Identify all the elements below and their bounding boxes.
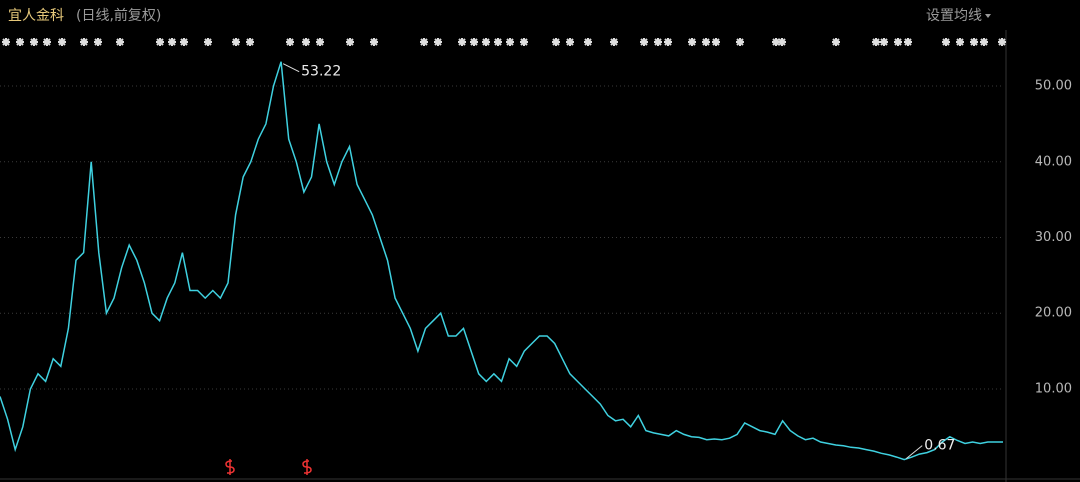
- news-icon[interactable]: [16, 38, 24, 46]
- news-icon[interactable]: [246, 38, 254, 46]
- news-icon[interactable]: [506, 38, 514, 46]
- y-tick-label: 50.00: [1035, 79, 1072, 94]
- ma-settings[interactable]: 设置均线: [926, 8, 982, 24]
- news-icon[interactable]: [482, 38, 490, 46]
- news-icon[interactable]: [94, 38, 102, 46]
- news-icon[interactable]: [980, 38, 988, 46]
- news-icon[interactable]: [778, 38, 786, 46]
- news-icon[interactable]: [316, 38, 324, 46]
- news-icon[interactable]: [346, 38, 354, 46]
- news-icon[interactable]: [232, 38, 240, 46]
- news-icon[interactable]: [43, 38, 51, 46]
- news-icon[interactable]: [664, 38, 672, 46]
- news-icon[interactable]: [494, 38, 502, 46]
- news-icon[interactable]: [180, 38, 188, 46]
- news-icon[interactable]: [880, 38, 888, 46]
- news-icon[interactable]: [610, 38, 618, 46]
- news-icon[interactable]: [204, 38, 212, 46]
- news-icon[interactable]: [2, 38, 10, 46]
- news-icon[interactable]: [872, 38, 880, 46]
- news-icon[interactable]: [712, 38, 720, 46]
- news-icon[interactable]: [736, 38, 744, 46]
- news-icon[interactable]: [520, 38, 528, 46]
- news-icon[interactable]: [584, 38, 592, 46]
- news-icon[interactable]: [904, 38, 912, 46]
- annotation-arrow: [282, 63, 300, 73]
- news-icon[interactable]: [552, 38, 560, 46]
- dropdown-arrow[interactable]: [985, 14, 991, 18]
- news-icon[interactable]: [942, 38, 950, 46]
- news-icon[interactable]: [116, 38, 124, 46]
- annotation-label: 53.22: [301, 64, 341, 80]
- news-icon[interactable]: [168, 38, 176, 46]
- news-icon[interactable]: [420, 38, 428, 46]
- news-icon[interactable]: [566, 38, 574, 46]
- stock-title: 宜人金科: [8, 8, 64, 24]
- news-icon[interactable]: [434, 38, 442, 46]
- news-icons[interactable]: [2, 38, 1006, 46]
- y-tick-label: 20.00: [1035, 306, 1072, 321]
- y-tick-label: 10.00: [1035, 381, 1072, 396]
- news-icon[interactable]: [370, 38, 378, 46]
- news-icon[interactable]: [286, 38, 294, 46]
- news-icon[interactable]: [30, 38, 38, 46]
- news-icon[interactable]: [998, 38, 1006, 46]
- news-icon[interactable]: [640, 38, 648, 46]
- y-tick-label: 40.00: [1035, 154, 1072, 169]
- price-line: [0, 61, 1003, 461]
- news-icon[interactable]: [832, 38, 840, 46]
- y-tick-label: 30.00: [1035, 230, 1072, 245]
- news-icon[interactable]: [80, 38, 88, 46]
- news-icon[interactable]: [702, 38, 710, 46]
- annotation-label: 0.67: [924, 438, 955, 454]
- annotation-arrow: [905, 445, 923, 460]
- news-icon[interactable]: [302, 38, 310, 46]
- news-icon[interactable]: [970, 38, 978, 46]
- news-icon[interactable]: [470, 38, 478, 46]
- news-icon[interactable]: [894, 38, 902, 46]
- news-icon[interactable]: [772, 38, 780, 46]
- event-markers: [225, 459, 312, 475]
- news-icon[interactable]: [156, 38, 164, 46]
- news-icon[interactable]: [58, 38, 66, 46]
- news-icon[interactable]: [458, 38, 466, 46]
- news-icon[interactable]: [956, 38, 964, 46]
- news-icon[interactable]: [654, 38, 662, 46]
- chart-subtitle: (日线,前复权): [76, 7, 161, 24]
- news-icon[interactable]: [688, 38, 696, 46]
